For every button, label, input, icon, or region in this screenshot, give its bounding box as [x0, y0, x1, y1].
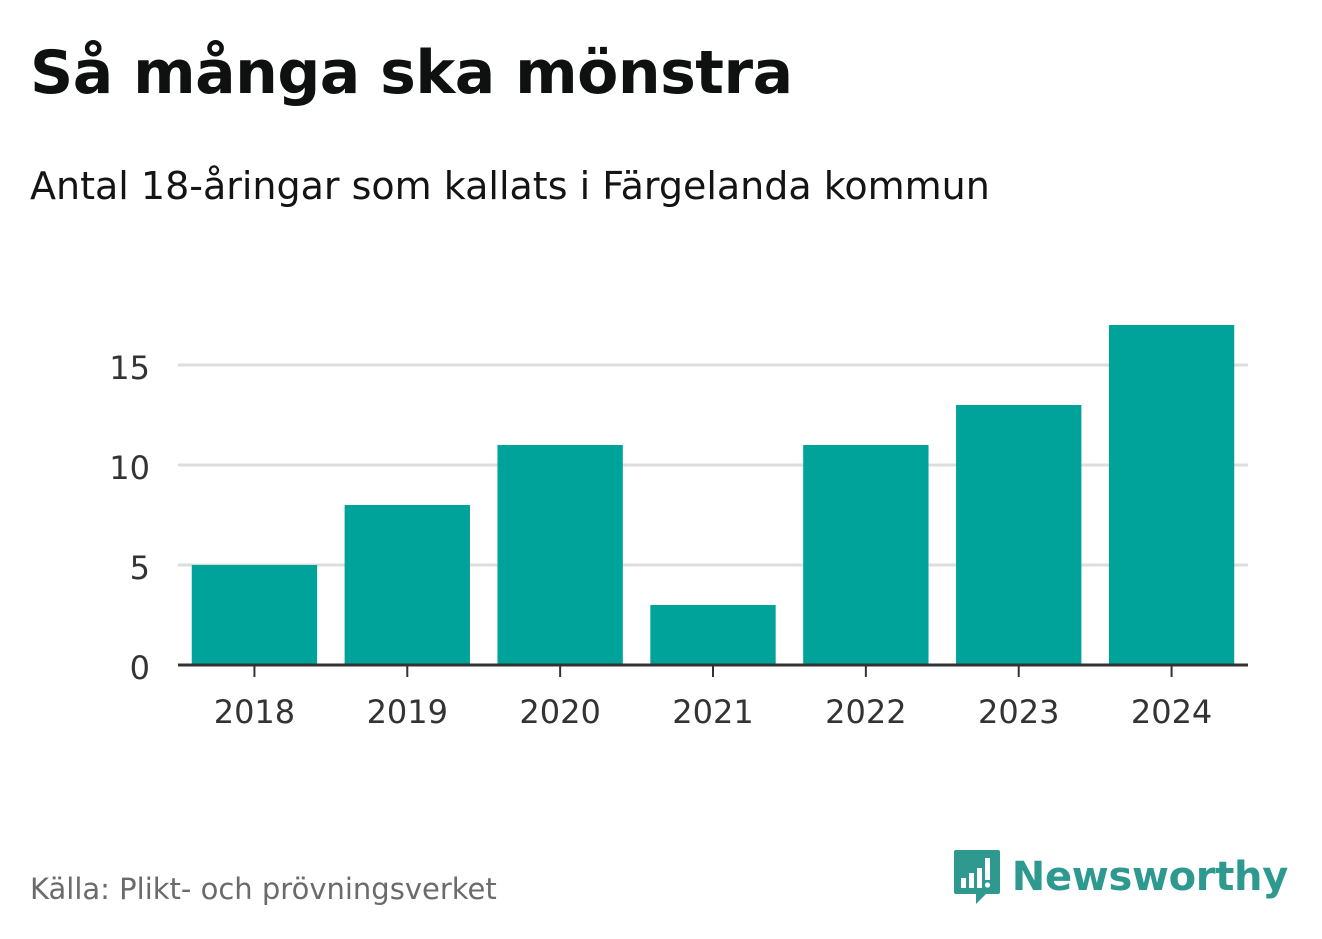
x-tick-label: 2023 — [978, 693, 1059, 731]
chart-title: Så många ska mönstra — [30, 38, 793, 108]
x-tick-label: 2024 — [1131, 693, 1212, 731]
brand-name: Newsworthy — [1011, 854, 1289, 900]
bar-chart-speech-bubble-icon — [953, 850, 1000, 904]
x-tick-label: 2018 — [214, 693, 295, 731]
bar-2021 — [650, 605, 776, 665]
y-tick-label: 15 — [109, 349, 150, 387]
x-tick-label: 2020 — [519, 693, 600, 731]
grid-lines — [178, 363, 1248, 567]
brand-logo: Newsworthy — [952, 848, 1288, 906]
x-tick-label: 2022 — [825, 693, 906, 731]
chart-subtitle: Antal 18-åringar som kallats i Färgeland… — [30, 164, 990, 208]
bar-2024 — [1108, 325, 1235, 665]
x-tick-label: 2021 — [672, 693, 753, 731]
bar-2019 — [344, 505, 470, 665]
y-tick-label: 5 — [130, 549, 150, 587]
bars — [191, 325, 1235, 665]
y-tick-label: 10 — [109, 449, 150, 487]
bar-2023 — [956, 405, 1082, 665]
y-tick-label: 0 — [130, 649, 150, 687]
bar-2018 — [191, 565, 318, 665]
bar-2022 — [803, 445, 929, 665]
x-tick-label: 2019 — [367, 693, 448, 731]
source-note: Källa: Plikt- och prövningsverket — [30, 872, 497, 906]
bar-2020 — [497, 445, 623, 665]
axes: 0 5 10 15 2018 2019 2020 2021 2022 2023 2024 — [109, 349, 1248, 731]
